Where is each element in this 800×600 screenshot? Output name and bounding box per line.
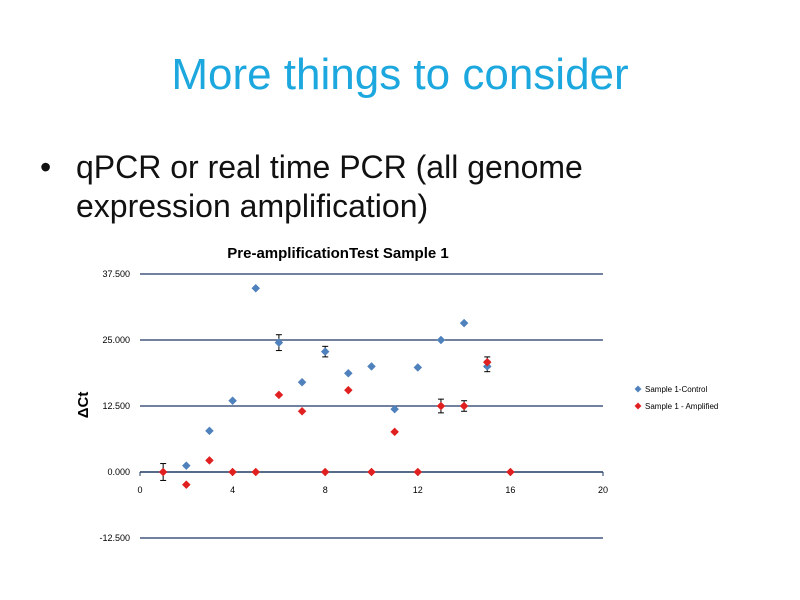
x-tick-label: 12 xyxy=(413,485,423,495)
x-tick-label: 16 xyxy=(505,485,515,495)
amplified-point xyxy=(297,406,307,416)
x-tick-label: 8 xyxy=(323,485,328,495)
control-point xyxy=(413,363,423,372)
amplified-point xyxy=(413,467,423,477)
control-point xyxy=(274,338,284,347)
amplified-point xyxy=(459,401,469,411)
x-tick-label: 20 xyxy=(598,485,608,495)
y-tick-label: -12.500 xyxy=(99,533,130,543)
control-point xyxy=(251,283,261,293)
control-point xyxy=(343,368,353,378)
legend-label: Sample 1 - Amplified xyxy=(645,402,718,411)
y-axis-label: ΔCt xyxy=(75,392,92,419)
amplified-point xyxy=(343,385,353,395)
bullet-dot-icon: • xyxy=(40,149,52,185)
y-tick-label: 37.500 xyxy=(102,269,130,279)
amplified-point xyxy=(506,467,515,477)
amplified-point xyxy=(181,480,191,490)
slide-title: More things to consider xyxy=(171,50,629,99)
y-tick-label: 25.000 xyxy=(102,335,130,345)
amplified-point xyxy=(205,456,214,465)
control-point xyxy=(297,377,307,387)
bullet-text: qPCR or real time PCR (all genome expres… xyxy=(76,149,583,224)
amplified-point xyxy=(274,390,284,400)
chart-title: Pre-amplificationTest Sample 1 xyxy=(227,245,448,262)
amplified-point xyxy=(320,467,330,477)
y-axis-ticks: -12.500 0.000 12.500 25.000 37.500 xyxy=(99,269,130,543)
amplified-point xyxy=(158,467,168,477)
x-axis-ticks: 0 4 8 12 16 20 xyxy=(137,472,608,495)
control-point xyxy=(390,404,400,414)
chart-legend: Sample 1-Control Sample 1 - Amplified xyxy=(634,385,718,411)
control-point xyxy=(228,396,237,406)
y-tick-label: 0.000 xyxy=(107,467,130,477)
x-tick-label: 0 xyxy=(137,485,142,495)
control-point xyxy=(205,426,214,436)
legend-marker-icon xyxy=(634,385,642,393)
legend-marker-icon xyxy=(634,402,642,410)
x-tick-label: 4 xyxy=(230,485,235,495)
gridlines xyxy=(140,273,603,539)
amplified-point xyxy=(367,467,376,477)
control-point xyxy=(181,461,191,471)
amplified-point xyxy=(228,467,237,477)
amplified-point xyxy=(251,467,261,477)
control-point xyxy=(459,318,469,328)
amplified-point xyxy=(482,357,492,367)
control-point xyxy=(367,362,376,371)
amplified-point xyxy=(436,401,446,411)
legend-label: Sample 1-Control xyxy=(645,385,707,394)
data-points xyxy=(158,283,515,490)
amplified-point xyxy=(390,427,400,437)
y-tick-label: 12.500 xyxy=(102,401,130,411)
control-point xyxy=(436,335,446,345)
control-point xyxy=(320,347,330,356)
